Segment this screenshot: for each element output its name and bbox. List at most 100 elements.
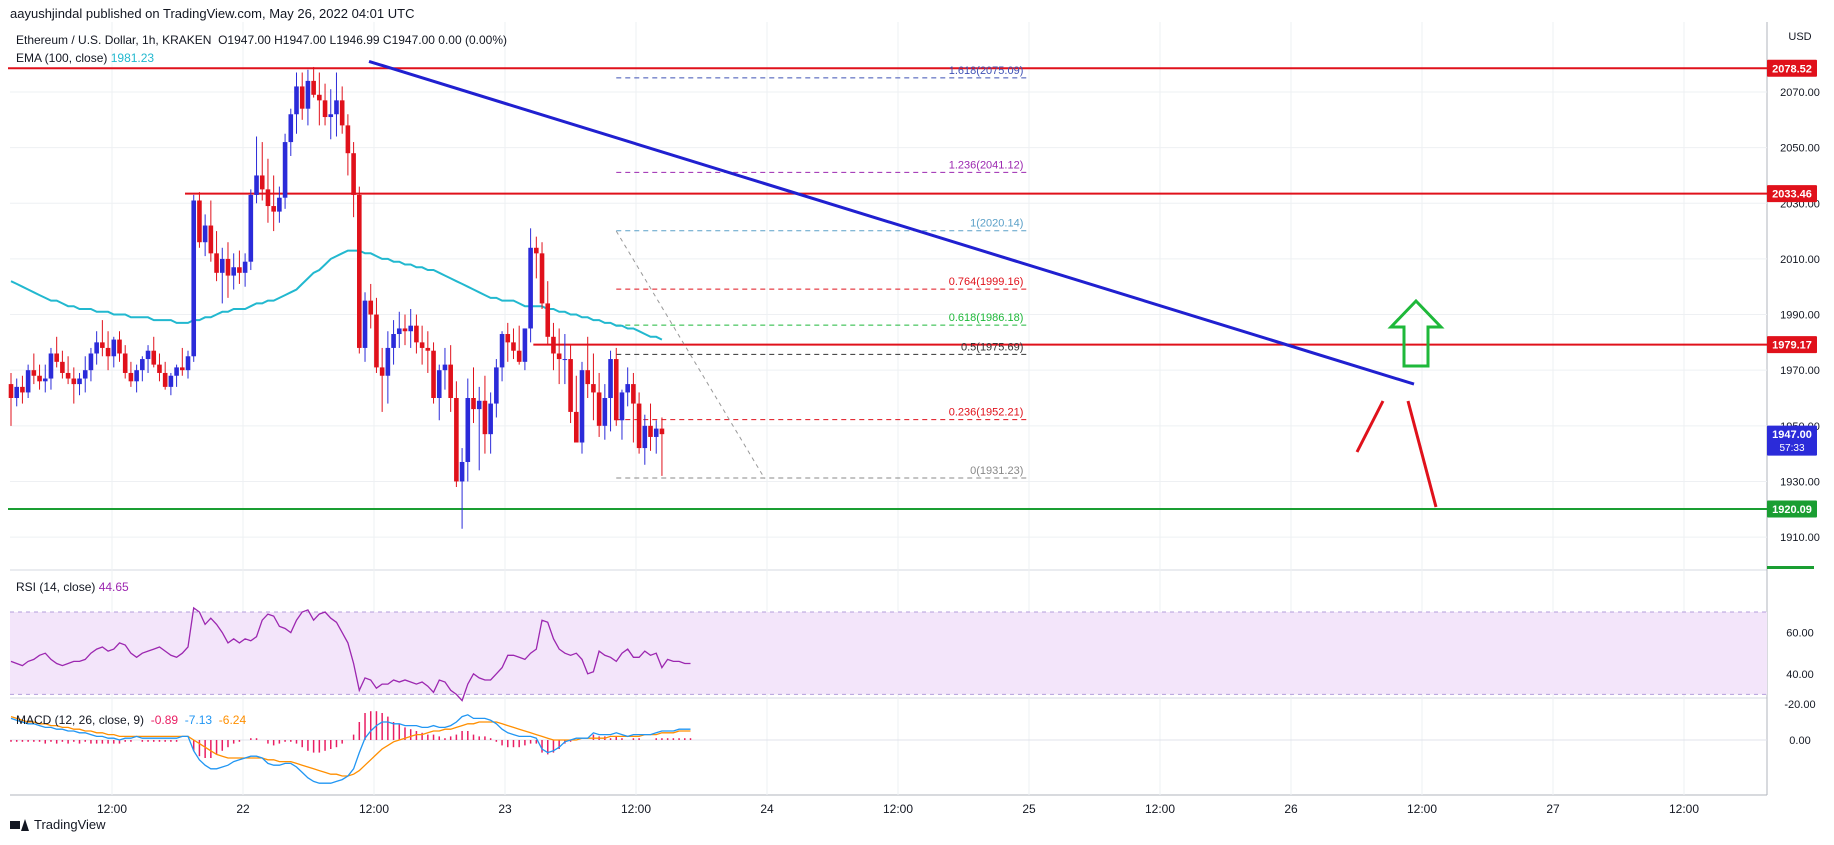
candle-body [465, 398, 471, 462]
candle-body [334, 100, 339, 115]
time-tick-label: 26 [1284, 802, 1298, 816]
candle-body [202, 225, 208, 243]
candle-body [608, 359, 613, 398]
footer-brand: TradingView [34, 817, 106, 832]
price-badge [1767, 425, 1817, 456]
time-tick-label: 24 [760, 802, 774, 816]
candle-body [573, 411, 579, 443]
time-tick-label: 12:00 [1669, 802, 1699, 816]
candle-body [414, 325, 419, 343]
candle-body [37, 375, 42, 382]
macd-tick-label: 0.00 [1789, 735, 1810, 747]
descending-trendline [368, 59, 1415, 386]
candle-body [214, 253, 219, 273]
price-badge-label: 2033.46 [1772, 189, 1812, 201]
price-badge-label: 1920.09 [1772, 504, 1812, 516]
candle-body [511, 342, 516, 351]
time-tick-label: 23 [498, 802, 512, 816]
candle-body [8, 384, 14, 398]
time-tick-label: 12:00 [1145, 802, 1175, 816]
candle-body [402, 328, 408, 332]
price-badge [1767, 336, 1817, 354]
candle-body [625, 384, 630, 393]
candle-body [659, 428, 665, 435]
fib-level-label: 1.618(2075.09) [949, 65, 1024, 77]
macd-line [10, 714, 691, 784]
time-tick-label: 12:00 [621, 802, 651, 816]
candle-body [488, 403, 493, 435]
rsi-tick-label: 60.00 [1786, 628, 1814, 640]
candle-body [368, 300, 374, 315]
candle-body [237, 267, 242, 273]
candle-body [208, 225, 214, 254]
macd-line-value: -7.13 [184, 713, 213, 727]
candle-body [94, 342, 99, 354]
candle-body [60, 361, 65, 373]
candle-body [31, 370, 37, 376]
price-tick-label: 1910.00 [1780, 532, 1820, 544]
macd-legend: MACD (12, 26, close, 9) -0.89 -7.13 -6.2… [16, 713, 246, 727]
macd-tick-label: -20.00 [1784, 699, 1815, 711]
candle-body [288, 114, 294, 143]
candle-body [271, 206, 276, 212]
candle-body [157, 364, 162, 373]
candle-body [648, 425, 653, 437]
candle-body [499, 334, 505, 368]
candle-body [505, 334, 511, 343]
candle-body [653, 428, 659, 437]
symbol-title: Ethereum / U.S. Dollar, 1h, KRAKEN [16, 33, 212, 47]
candle-body [65, 372, 71, 379]
candle-body [145, 350, 151, 360]
candle-body [442, 364, 448, 371]
price-tick-label: 1970.00 [1780, 365, 1820, 377]
macd-label: MACD (12, 26, close, 9) [16, 713, 145, 727]
ema-100-line [10, 249, 663, 341]
candle-body [425, 347, 431, 351]
candle-body [168, 375, 174, 387]
candle-body [191, 200, 197, 357]
candle-body [391, 334, 396, 348]
candle-body [100, 342, 105, 348]
up-arrow-icon [1387, 298, 1445, 368]
candle-body [482, 400, 488, 435]
candle-body [277, 197, 282, 212]
candle-body [151, 350, 157, 365]
candle-body [568, 359, 573, 412]
candle-body [636, 403, 642, 449]
candle-body [88, 353, 94, 371]
candle-body [562, 359, 568, 361]
time-tick-label: 12:00 [359, 802, 389, 816]
candle-body [71, 378, 77, 385]
candle-body [180, 367, 185, 371]
fib-level-label: 0.5(1975.69) [961, 341, 1023, 353]
candle-body [162, 372, 168, 387]
candle-body [254, 175, 259, 195]
candle-body [294, 86, 299, 115]
candle-body [322, 100, 328, 118]
candle-body [631, 384, 636, 404]
candle-body [134, 370, 139, 382]
macd-signal-value: -6.24 [218, 713, 247, 727]
candle-body [516, 350, 522, 362]
candle-body [551, 336, 556, 354]
ohlc-values: O1947.00 H1947.00 L1946.99 C1947.00 0.00… [218, 33, 507, 47]
candle-body [42, 378, 48, 382]
ema-value: 1981.23 [110, 51, 155, 65]
fib-anchor-line [615, 230, 766, 479]
candle-body [539, 253, 545, 304]
rsi-label: RSI (14, close) [16, 580, 96, 594]
macd-hist-value: -0.89 [150, 713, 179, 727]
candle-body [345, 125, 351, 154]
footer: TradingView [10, 817, 106, 832]
candle-body [14, 386, 20, 398]
time-tick-label: 12:00 [883, 802, 913, 816]
candle-body [591, 384, 596, 393]
candle-body [105, 347, 111, 357]
candle-body [339, 100, 345, 126]
candle-body [642, 425, 648, 449]
symbol-legend: Ethereum / U.S. Dollar, 1h, KRAKEN O1947… [16, 33, 507, 47]
ema-legend: EMA (100, close) 1981.23 [16, 51, 154, 65]
ema-label: EMA (100, close) [16, 51, 108, 65]
macd-signal-line [10, 715, 691, 777]
